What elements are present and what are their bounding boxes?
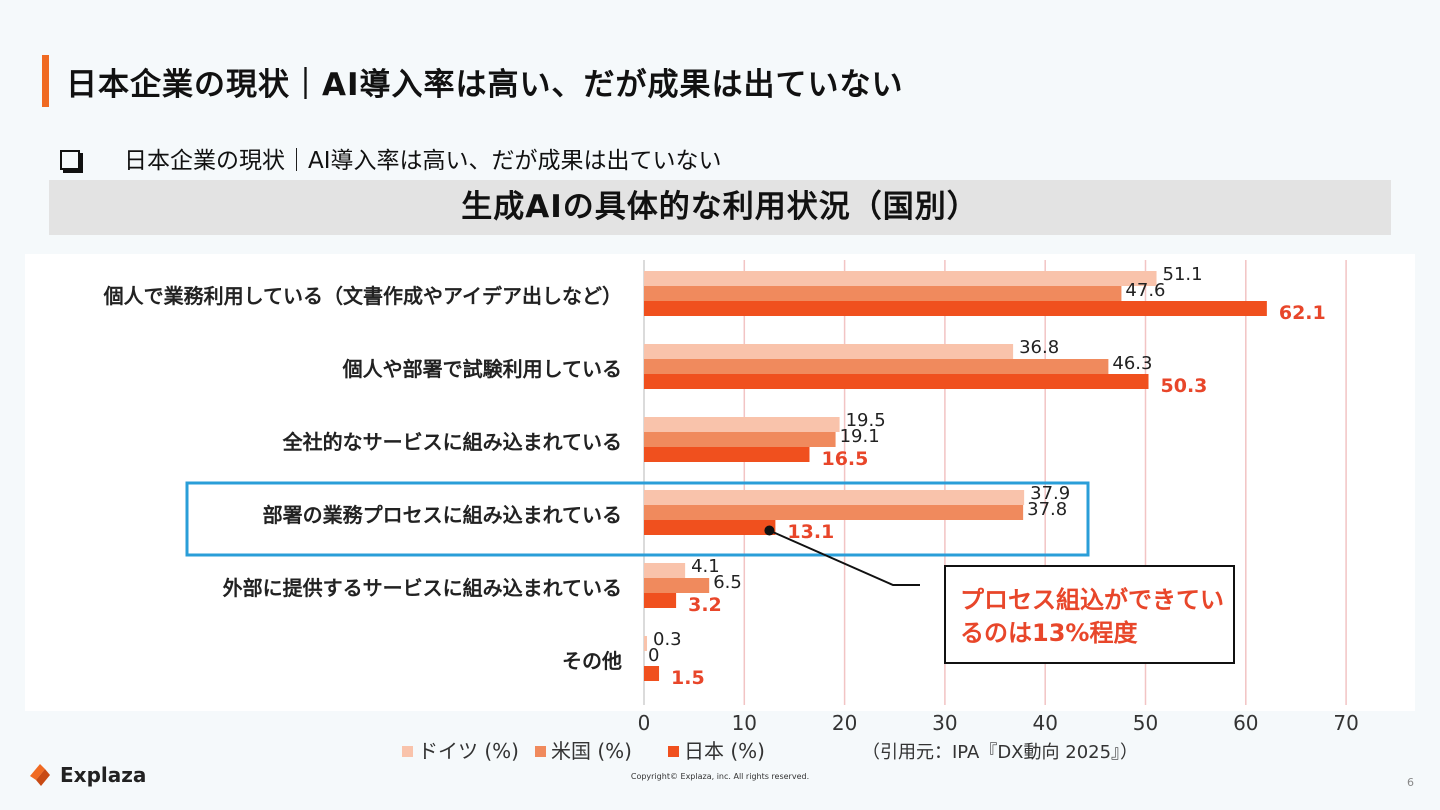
x-tick-label: 20 — [832, 711, 857, 735]
data-label: 37.8 — [1027, 499, 1067, 520]
data-label: 0 — [648, 645, 659, 666]
callout-text: プロセス組込ができてい — [960, 586, 1224, 614]
bar — [644, 593, 677, 608]
category-label: 部署の業務プロセスに組み込まれている — [263, 503, 622, 527]
data-label: 62.1 — [1279, 302, 1326, 324]
legend-swatch — [535, 746, 546, 757]
bar — [644, 286, 1122, 301]
bar — [644, 417, 840, 432]
data-label: 50.3 — [1161, 375, 1208, 397]
bar — [644, 271, 1157, 286]
legend-label: 日本 (%) — [684, 739, 765, 763]
page-number: 6 — [1407, 776, 1414, 789]
category-label: 外部に提供するサービスに組み込まれている — [223, 576, 622, 600]
callout-line — [768, 529, 920, 586]
bar — [644, 505, 1024, 520]
brand-name: Explaza — [60, 763, 147, 787]
x-tick-label: 30 — [932, 711, 957, 735]
data-label: 19.5 — [846, 410, 886, 431]
title-accent-bar — [42, 55, 49, 107]
data-label: 51.1 — [1163, 264, 1203, 285]
data-label: 1.5 — [671, 667, 705, 689]
data-label: 16.5 — [821, 448, 868, 470]
page-title: 日本企業の現状｜AI導入率は高い、だが成果は出ていない — [66, 67, 904, 103]
bar — [644, 636, 648, 651]
bullet-item: 日本企業の現状｜AI導入率は高い、だが成果は出ていない — [60, 141, 722, 175]
data-label: 36.8 — [1019, 337, 1059, 358]
bar-chart: 0 10 20 30 40 50 60 70 個人で業務利用している（文書作成やアイデア出しなど… — [25, 254, 1415, 763]
data-label: 37.9 — [1030, 483, 1070, 504]
bar — [644, 447, 810, 462]
category-label: 全社的なサービスに組み込まれている — [282, 430, 622, 454]
data-label: 6.5 — [713, 572, 742, 593]
footer-logo: Explaza — [28, 762, 146, 788]
legend-swatch — [668, 746, 679, 757]
chart-title: 生成AIの具体的な利用状況（国別） — [49, 180, 1391, 235]
bar — [644, 490, 1025, 505]
copyright-text: Copyright© Explaza, inc. All rights rese… — [630, 772, 810, 781]
bar — [644, 578, 710, 593]
bar — [644, 432, 836, 447]
x-tick-label: 70 — [1333, 711, 1358, 735]
source-note: （引用元：IPA『DX動向 2025』） — [862, 742, 1138, 763]
bar — [644, 666, 660, 681]
callout-text: るのは13%程度 — [960, 619, 1138, 647]
category-label: 個人や部署で試験利用している — [342, 357, 622, 381]
checkbox-bullet-icon — [60, 150, 80, 170]
x-tick-label: 0 — [638, 711, 651, 735]
bar — [644, 301, 1267, 316]
legend-label: 米国 (%) — [551, 739, 632, 763]
bullet-text: 日本企業の現状｜AI導入率は高い、だが成果は出ていない — [124, 148, 722, 174]
x-tick-label: 50 — [1133, 711, 1158, 735]
bar — [644, 520, 776, 535]
bar — [644, 563, 686, 578]
data-label: 3.2 — [688, 594, 722, 616]
x-tick-label: 60 — [1233, 711, 1258, 735]
x-tick-label: 10 — [732, 711, 757, 735]
data-label: 4.1 — [691, 556, 720, 577]
category-label: 個人で業務利用している（文書作成やアイデア出しなど） — [103, 284, 622, 308]
x-tick-label: 40 — [1032, 711, 1057, 735]
bar — [644, 359, 1109, 374]
data-label: 47.6 — [1125, 280, 1165, 301]
data-label: 46.3 — [1112, 353, 1152, 374]
data-label: 13.1 — [787, 521, 834, 543]
callout-box — [944, 565, 1235, 664]
bar — [644, 374, 1149, 389]
explaza-logo-icon — [30, 764, 50, 786]
bar — [644, 344, 1014, 359]
data-label: 0.3 — [653, 629, 682, 650]
data-label: 19.1 — [840, 426, 880, 447]
legend-label: ドイツ (%) — [418, 739, 519, 763]
highlight-box — [185, 481, 1090, 557]
legend-swatch — [402, 746, 413, 757]
category-label: その他 — [562, 649, 622, 673]
